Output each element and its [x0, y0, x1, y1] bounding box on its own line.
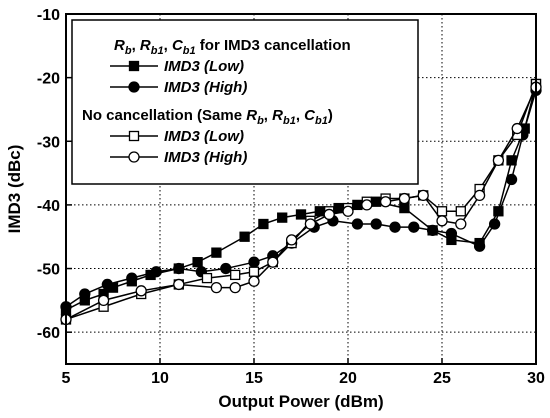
series-3-point-9: [304, 218, 317, 230]
series-line-3: [65, 86, 537, 321]
series-0-point-8: [211, 247, 222, 258]
legend-label-2: IMD3 (Low): [164, 128, 244, 145]
x-tick-label-0: 5: [62, 370, 71, 387]
series-2-point-6: [248, 266, 260, 277]
series-3-point-10: [323, 208, 335, 221]
series-3-point-15: [417, 189, 429, 202]
series-1-point-19: [473, 240, 486, 252]
legend-marker-1: [128, 81, 140, 93]
series-3-point-7: [267, 256, 279, 268]
y-axis-title: IMD3 (dBc): [5, 145, 24, 234]
series-1-point-20: [488, 218, 501, 230]
series-3-point-20: [511, 122, 523, 135]
series-0-point-9: [239, 231, 250, 242]
series-1-point-5: [173, 262, 185, 275]
series-1-point-14: [370, 218, 382, 230]
series-1-point-13: [351, 218, 364, 230]
series-1-point-18: [445, 227, 458, 240]
series-3-point-5: [229, 281, 241, 294]
y-tick-label-0: -60: [37, 325, 60, 342]
x-tick-label-4: 25: [433, 370, 451, 387]
series-1-point-16: [408, 221, 420, 233]
series-layer: [60, 78, 542, 326]
series-3-point-13: [379, 196, 392, 208]
legend-marker-3: [128, 151, 140, 163]
series-3: [60, 81, 542, 326]
series-line-2: [65, 83, 537, 321]
x-tick-label-2: 15: [245, 370, 263, 387]
series-3-point-2: [135, 285, 147, 297]
series-3-point-6: [248, 275, 260, 287]
series-3-point-18: [473, 189, 486, 202]
series-1-point-17: [426, 224, 439, 237]
series-0-point-17: [399, 202, 410, 214]
x-tick-label-5: 30: [527, 370, 545, 387]
series-0-point-22: [506, 155, 517, 166]
series-3-point-16: [436, 215, 448, 227]
series-0-point-12: [295, 209, 307, 220]
series-1-point-4: [150, 266, 162, 278]
series-2-point-16: [436, 206, 448, 217]
series-0-point-16: [371, 196, 382, 207]
series-3-point-12: [361, 199, 373, 211]
series-1-point-7: [220, 262, 232, 275]
legend-marker-0: [128, 60, 140, 72]
y-tick-label-2: -40: [37, 198, 60, 215]
series-2-point-5: [230, 269, 241, 281]
series-3-point-4: [210, 281, 223, 294]
legend: Rb​, Rb1​, Cb1​ for IMD3 cancellationIMD…: [71, 19, 419, 185]
y-tick-label-3: -30: [37, 134, 60, 151]
legend-group-label-0: Rb​, Rb1​, Cb1​ for IMD3 cancellation: [114, 37, 351, 57]
y-tick-label-5: -10: [37, 7, 60, 24]
series-1-point-21: [505, 173, 518, 186]
x-tick-label-3: 20: [339, 370, 357, 387]
x-tick-label-1: 10: [151, 370, 169, 387]
legend-label-0: IMD3 (Low): [164, 58, 244, 75]
series-1-point-3: [126, 272, 138, 284]
series-2-point-4: [201, 272, 213, 284]
series-1-point-1: [79, 288, 91, 300]
series-1-point-8: [248, 256, 260, 268]
y-tick-label-4: -20: [37, 71, 60, 88]
legend-label-1: IMD3 (High): [164, 79, 247, 96]
legend-label-3: IMD3 (High): [164, 149, 247, 166]
plot-frame: [65, 13, 537, 365]
series-3-point-8: [285, 234, 298, 246]
series-2-point-17: [455, 206, 466, 217]
series-3-point-14: [398, 192, 411, 205]
series-3-point-17: [455, 218, 467, 230]
series-3-point-11: [342, 205, 354, 217]
series-0-point-7: [192, 257, 203, 268]
series-3-point-19: [492, 154, 505, 167]
series-0-point-10: [258, 218, 269, 230]
series-3-point-1: [97, 294, 110, 307]
x-axis-title: Output Power (dBm): [218, 392, 383, 411]
series-3-point-3: [173, 278, 185, 291]
series-1-point-15: [389, 221, 401, 233]
legend-group-label-1: No cancellation (Same Rb​, Rb1​, Cb1​): [82, 107, 333, 127]
series-1-point-2: [101, 278, 114, 291]
legend-marker-2: [128, 130, 140, 142]
series-0-point-14: [333, 202, 344, 214]
series-0-point-11: [277, 212, 288, 223]
y-tick-label-1: -50: [37, 262, 60, 279]
